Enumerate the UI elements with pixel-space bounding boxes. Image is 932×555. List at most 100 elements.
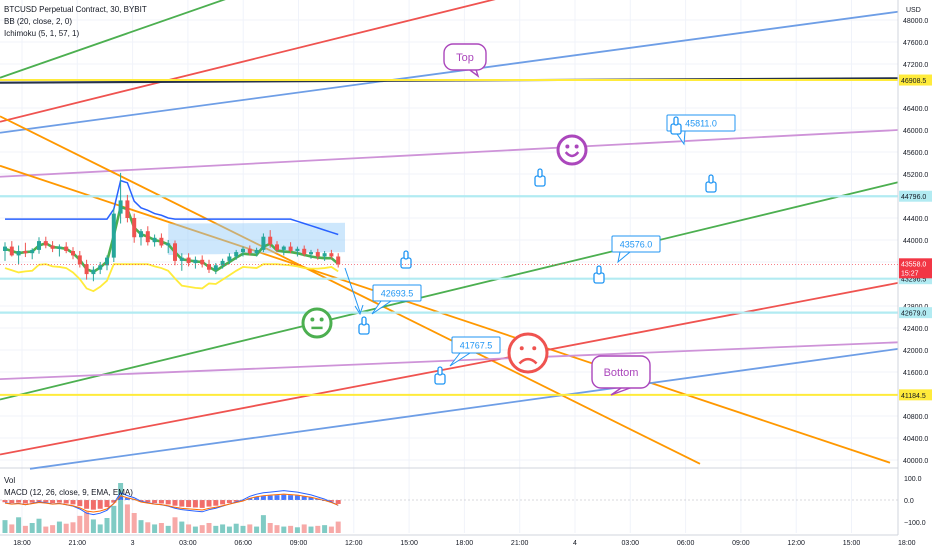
last-price-value: 43558.0 (901, 261, 926, 268)
face-mouth (518, 357, 538, 365)
price-tick-label: 44400.0 (903, 216, 928, 223)
volume-bar (247, 524, 253, 533)
projection-arrowhead (354, 304, 364, 316)
volume-bar (77, 515, 83, 533)
level-price-tag (899, 389, 932, 401)
bubble-label: Bottom (604, 367, 639, 379)
level-price-tag (899, 190, 932, 202)
face-outline (301, 307, 333, 339)
time-tick-label: 18:00 (13, 540, 31, 547)
time-tick-label: 15:00 (843, 540, 861, 547)
candle-body (71, 251, 75, 256)
candle-body (3, 246, 7, 251)
volume-bar (43, 526, 49, 533)
price-tick-label: 40000.0 (903, 458, 928, 465)
callout-box (451, 336, 501, 354)
smiley-face-icon (556, 134, 588, 166)
projection-arrow (344, 267, 361, 313)
volume-bar (322, 525, 328, 533)
hand-finger (437, 366, 443, 376)
macd-histogram-bar (77, 500, 83, 507)
volume-bar (138, 520, 144, 533)
ichimoku-legend[interactable]: Ichimoku (5, 1, 57, 1) (4, 29, 80, 38)
price-tick-label: 45600.0 (903, 150, 928, 157)
macd-histogram-bar (233, 500, 239, 502)
bb-legend[interactable]: BB (20, close, 2, 0) (4, 17, 73, 26)
price-tick-label: 47200.0 (903, 62, 928, 69)
candle-body (118, 200, 123, 214)
vol-legend[interactable]: Vol (4, 476, 16, 485)
face-mouth (564, 151, 580, 158)
time-tick-label: 21:00 (511, 540, 529, 547)
volume-bar (308, 526, 314, 533)
candle-body (336, 256, 341, 265)
pointing-hand-icon (400, 250, 412, 269)
macd-histogram-bar (288, 495, 294, 500)
hand-finger (403, 250, 409, 260)
bb-upper-line (5, 179, 339, 236)
callout-label: 41767.5 (460, 341, 493, 351)
trend-line (0, 0, 496, 123)
candle-body (37, 241, 41, 250)
price-tick-label: 42400.0 (903, 326, 928, 333)
level-price-tag-label: 43296.5 (901, 277, 926, 284)
trend-line (0, 115, 701, 465)
time-tick-label: 09:00 (732, 540, 750, 547)
candle-body (200, 259, 205, 265)
macd-histogram-bar (267, 495, 273, 500)
candle-body (213, 265, 218, 270)
price-tick-label: 44000.0 (903, 238, 928, 245)
face-eye (310, 317, 315, 322)
macd-histogram-bar (281, 494, 287, 500)
callout-box (611, 235, 661, 253)
macd-histogram-bar (247, 498, 253, 500)
time-tick-label: 09:00 (290, 540, 308, 547)
level-price-tag (899, 273, 932, 285)
pointing-hand-icon (534, 168, 546, 187)
macd-histogram-bar (206, 500, 212, 507)
candle-body (275, 244, 279, 250)
candle-body (105, 257, 109, 266)
macd-histogram-bar (70, 500, 76, 505)
macd-histogram-bar (50, 500, 56, 504)
candle-body (234, 252, 239, 257)
candle-body (91, 269, 96, 275)
volume-bar (29, 523, 35, 533)
level-price-tag (899, 307, 932, 319)
volume-bar (50, 525, 56, 533)
price-tick-label: 41600.0 (903, 370, 928, 377)
callout-tail (617, 251, 632, 264)
macd-histogram-bar (308, 497, 314, 500)
volume-bar (179, 521, 185, 533)
time-tick-label: 4 (573, 540, 577, 547)
macd-histogram-bar (226, 500, 232, 504)
volume-bar (63, 523, 69, 533)
macd-histogram-bar (186, 500, 192, 508)
macd-histogram-bar (260, 496, 266, 500)
macd-tick-label: 0.0 (904, 498, 914, 505)
volume-bar (97, 524, 103, 533)
macd-histogram-bar (36, 500, 42, 502)
candle-body (261, 236, 266, 250)
volume-bar (301, 524, 307, 533)
symbol-legend[interactable]: BTCUSD Perpetual Contract, 30, BYBIT (4, 5, 147, 14)
trend-line (0, 341, 899, 381)
volume-bar (186, 524, 192, 533)
volume-bar (267, 523, 273, 533)
macd-histogram-bar (192, 500, 198, 508)
macd-legend[interactable]: MACD (12, 26, close, 9, EMA, EMA) (4, 488, 133, 497)
macd-tick-label: −100.0 (904, 520, 926, 527)
callout-41767: 41767.5 (449, 336, 501, 367)
face-outline (556, 134, 588, 166)
volume-bar (22, 525, 28, 533)
hand-finger (596, 265, 602, 275)
callout-43576: 43576.0 (611, 235, 661, 264)
time-tick-label: 18:00 (898, 540, 916, 547)
candle-body (16, 251, 21, 256)
macd-histogram-bar (328, 500, 334, 502)
volume-bar (145, 522, 151, 533)
level-price-tag-label: 44796.0 (901, 194, 926, 201)
